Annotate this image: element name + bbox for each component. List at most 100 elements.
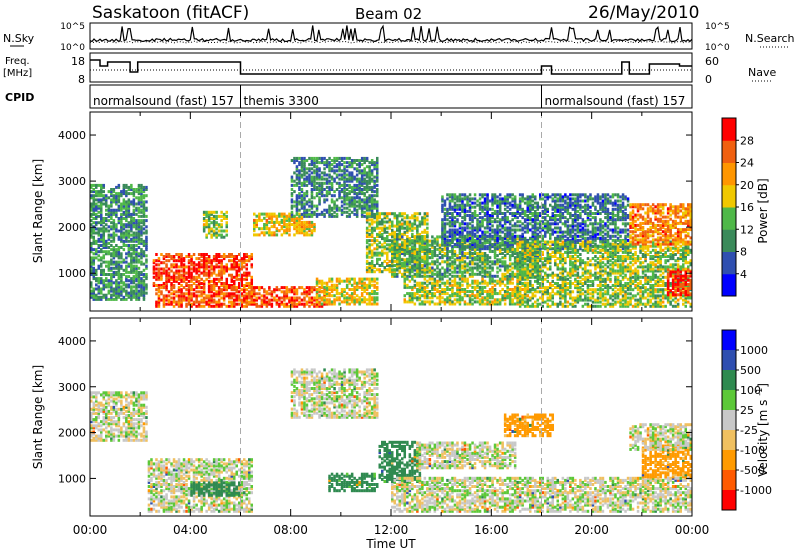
- range-gate-cell: [117, 281, 121, 285]
- range-gate-cell: [363, 290, 366, 293]
- range-gate-cell: [207, 214, 211, 218]
- range-gate-cell: [320, 192, 324, 196]
- range-gate-cell: [323, 298, 326, 302]
- range-gate-cell: [155, 259, 158, 263]
- range-gate-cell: [431, 262, 434, 266]
- range-gate-cell: [102, 279, 106, 283]
- range-gate-cell: [132, 188, 136, 191]
- range-gate-cell: [468, 254, 472, 258]
- range-gate-cell: [418, 258, 422, 262]
- range-gate-cell: [491, 281, 494, 285]
- range-gate-cell: [105, 198, 108, 202]
- range-gate-cell: [413, 292, 417, 296]
- range-gate-cell: [175, 269, 178, 273]
- range-gate-cell: [441, 220, 444, 224]
- range-gate-cell: [318, 175, 321, 179]
- range-gate-cell: [381, 222, 384, 226]
- range-gate-cell: [160, 284, 163, 287]
- range-gate-cell: [503, 254, 507, 258]
- range-gate-cell: [416, 237, 419, 241]
- range-gate-cell: [463, 234, 467, 238]
- range-gate-cell: [283, 298, 286, 302]
- range-gate-cell: [293, 227, 296, 231]
- range-gate-cell: [167, 298, 171, 302]
- range-gate-cell: [122, 239, 126, 243]
- range-gate-cell: [491, 224, 494, 228]
- range-gate-cell: [453, 201, 457, 205]
- range-gate-cell: [155, 288, 158, 292]
- range-gate-cell: [498, 234, 502, 238]
- range-gate-cell: [127, 221, 131, 225]
- range-gate-cell: [350, 292, 354, 296]
- range-gate-cell: [481, 260, 484, 264]
- range-gate-cell: [130, 239, 133, 243]
- range-gate-cell: [157, 273, 161, 277]
- range-gate-cell: [483, 232, 487, 236]
- range-gate-cell: [476, 243, 479, 246]
- range-gate-cell: [373, 185, 376, 189]
- range-gate-cell: [468, 294, 472, 298]
- range-gate-cell: [403, 245, 407, 249]
- range-gate-cell: [438, 298, 442, 302]
- range-gate-cell: [140, 262, 143, 266]
- range-gate-cell: [142, 291, 146, 295]
- range-gate-cell: [376, 214, 379, 218]
- range-gate-cell: [238, 263, 241, 267]
- range-gate-cell: [228, 259, 231, 263]
- range-gate-cell: [235, 265, 239, 269]
- range-gate-cell: [320, 210, 324, 214]
- range-gate-cell: [453, 268, 457, 272]
- range-gate-cell: [373, 277, 376, 281]
- range-gate-cell: [491, 300, 494, 304]
- range-gate-cell: [205, 221, 208, 225]
- range-gate-cell: [112, 262, 116, 266]
- range-gate-cell: [127, 202, 131, 206]
- range-gate-cell: [107, 190, 111, 194]
- range-gate-cell: [373, 206, 376, 210]
- range-gate-cell: [335, 181, 339, 185]
- range-gate-cell: [488, 250, 492, 253]
- range-gate-cell: [498, 220, 502, 224]
- range-gate-cell: [230, 302, 234, 306]
- range-gate-cell: [205, 259, 208, 263]
- range-gate-cell: [315, 161, 319, 165]
- range-gate-cell: [212, 231, 216, 235]
- range-gate-cell: [112, 208, 116, 212]
- range-gate-cell: [343, 179, 346, 183]
- range-gate-cell: [293, 225, 296, 229]
- range-gate-cell: [102, 283, 106, 287]
- range-gate-cell: [393, 232, 397, 236]
- range-gate-cell: [283, 212, 286, 216]
- range-gate-cell: [486, 230, 489, 234]
- range-gate-cell: [353, 198, 356, 202]
- range-gate-cell: [413, 262, 417, 266]
- range-gate-cell: [488, 243, 492, 246]
- range-gate-cell: [325, 161, 329, 165]
- range-gate-cell: [370, 173, 374, 177]
- range-gate-cell: [207, 302, 211, 306]
- range-gate-cell: [102, 221, 106, 225]
- range-gate-cell: [250, 275, 254, 279]
- range-gate-cell: [398, 232, 402, 236]
- range-gate-cell: [358, 190, 361, 194]
- range-gate-cell: [195, 290, 198, 294]
- range-gate-cell: [453, 232, 457, 236]
- range-gate-cell: [463, 300, 467, 304]
- range-gate-cell: [135, 252, 138, 256]
- range-gate-cell: [300, 198, 304, 202]
- range-gate-cell: [117, 250, 121, 254]
- range-gate-cell: [448, 228, 452, 232]
- range-gate-cell: [295, 296, 299, 300]
- range-gate-cell: [493, 290, 497, 293]
- range-gate-cell: [145, 275, 148, 279]
- range-gate-cell: [265, 214, 269, 218]
- range-gate-cell: [411, 247, 414, 251]
- range-gate-cell: [217, 223, 221, 227]
- range-gate-cell: [511, 288, 514, 291]
- range-gate-cell: [295, 167, 299, 171]
- range-gate-cell: [486, 241, 489, 244]
- range-gate-cell: [192, 267, 196, 271]
- range-gate-cell: [478, 224, 482, 228]
- range-gate-cell: [240, 263, 244, 267]
- range-gate-cell: [360, 200, 364, 204]
